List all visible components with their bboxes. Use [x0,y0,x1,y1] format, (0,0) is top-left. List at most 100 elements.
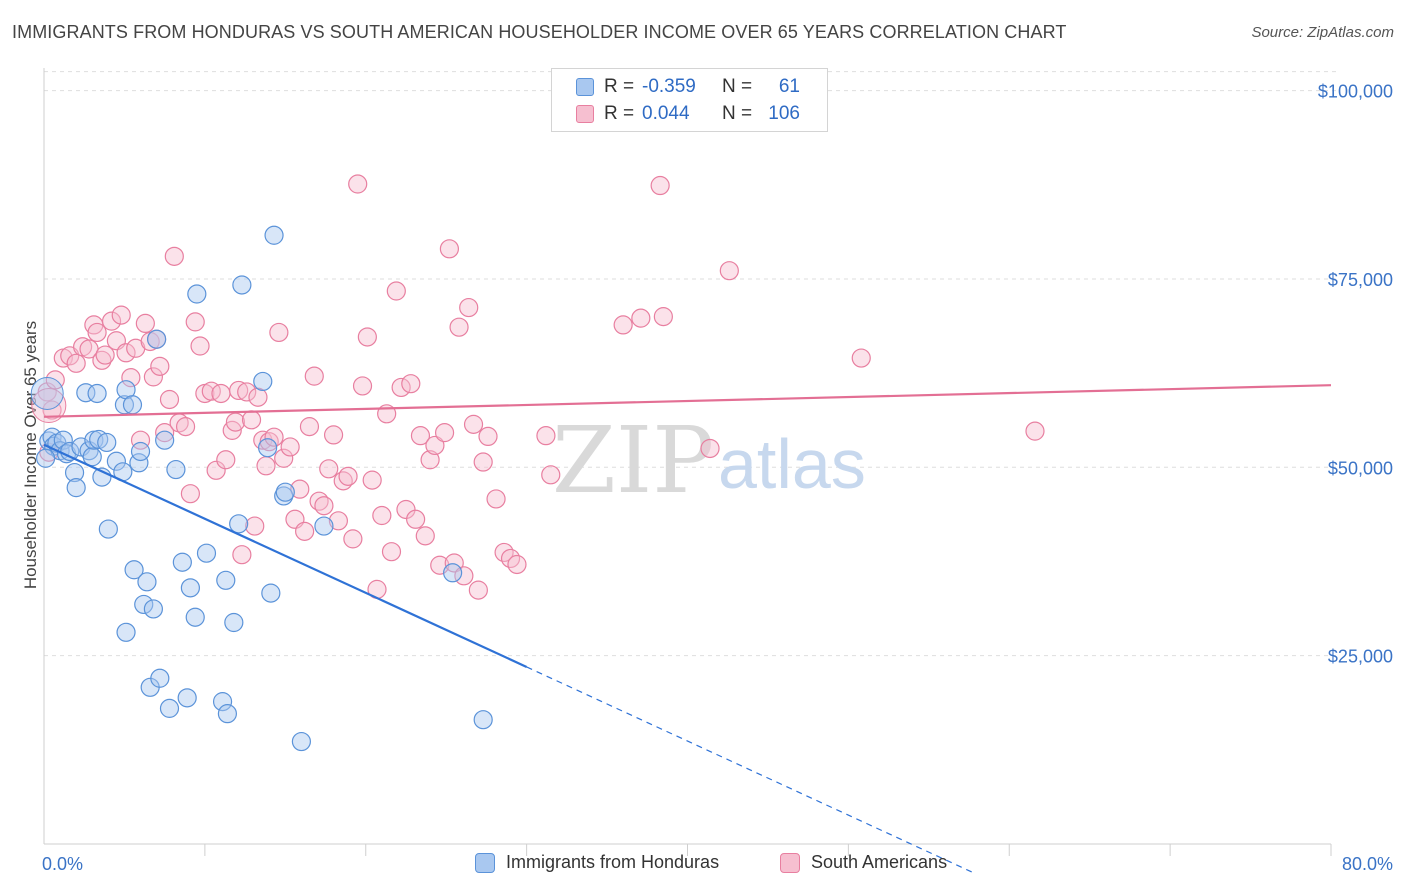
n-value: 106 [768,103,800,124]
south-american-point [269,322,289,343]
south-american-point [406,509,426,529]
south-american-point [700,438,720,459]
x-tick-label-min: 0.0% [42,854,83,874]
legend-swatch-pink [780,852,800,873]
honduras-point [134,594,154,615]
south-american-point [381,542,402,562]
honduras-trend-line [43,443,528,668]
south-american-point [425,435,445,456]
south-american-point [175,417,196,437]
legend-item-honduras[interactable]: Immigrants from Honduras [475,852,719,873]
south-american-point [229,380,249,401]
south-american-point [121,368,141,388]
trend-lines [43,384,1332,874]
south-american-point [391,377,411,398]
honduras-point [180,578,200,598]
correlation-legend: R = -0.359 N = 61 R = 0.044 N = 106 [551,68,828,132]
honduras-point [87,383,107,404]
y-tick-label: $100,000 [1318,82,1393,102]
south-american-point [274,448,294,468]
south-american-point [319,459,339,479]
south-american-point [631,308,651,328]
legend-item-south-americans[interactable]: South Americans [780,852,947,873]
honduras-point [155,430,175,450]
south-american-point [42,400,62,420]
r-label: R = [604,103,635,124]
honduras-point [258,438,278,458]
honduras-point [66,478,86,498]
legend-swatch-blue [576,78,594,96]
south-american-point [468,580,488,600]
n-value: 61 [778,76,800,97]
legend-swatch-blue [475,852,495,873]
south-american-point [66,353,86,373]
south-american-point [352,376,373,396]
honduras-point [196,543,217,563]
x-tick-label-max: 80.0% [1342,854,1393,874]
honduras-point [261,583,281,603]
south-american-point [256,456,276,476]
south-american-point [299,417,320,437]
south-american-point [650,175,670,196]
south-american-point [439,239,460,259]
south-american-point [486,489,506,509]
south-american-point [101,311,122,331]
south-american-point [348,174,368,194]
south-american-point [159,389,180,410]
south-american-point [396,499,416,520]
south-american-point [304,366,324,386]
legend-swatch-pink [576,105,594,123]
n-label: N = [722,103,753,124]
south-american-point [719,261,739,281]
south-american-point [473,452,493,472]
watermark-atlas: atlas [718,425,866,503]
south-american-point [323,425,344,445]
south-american-point [264,427,284,447]
south-american-point [87,322,107,343]
south-american-point [116,343,136,363]
south-american-point [478,426,498,447]
south-american-point [357,327,377,347]
honduras-point [212,692,233,712]
south-american-point [328,511,349,531]
south-american-point [135,313,155,334]
r-value: -0.359 [642,76,696,97]
honduras-point [124,560,144,580]
south-american-cluster-point [31,388,67,424]
south-american-point [338,466,358,486]
honduras-point [137,572,157,592]
y-tick-labels: $25,000 $50,000 $75,000 $100,000 [1318,82,1393,667]
honduras-point [314,516,334,536]
south-american-point [164,246,184,266]
south-american-point [459,297,479,318]
south-american-point [248,387,268,407]
south-american-trend-line [43,384,1332,418]
south-american-point [343,529,363,549]
south-american-point [143,367,163,387]
honduras-point [216,570,236,590]
south-american-point [130,430,151,450]
south-american-point [206,460,226,480]
legend-row-south-americans: R = 0.044 N = 106 [576,102,800,126]
south-american-point [241,410,262,430]
chart-title: IMMIGRANTS FROM HONDURAS VS SOUTH AMERIC… [12,22,1067,42]
south-american-point [444,553,464,573]
honduras-point [166,459,186,480]
south-american-point [216,450,236,470]
honduras-point [232,275,252,295]
honduras-point [291,731,311,752]
honduras-point [159,698,180,718]
south-american-point [245,516,265,536]
south-american-point [386,281,406,301]
honduras-point [143,599,163,619]
south-american-point [434,423,455,443]
south-american-point [290,479,310,499]
r-label: R = [604,76,635,97]
south-american-point [280,437,300,457]
y-tick-label: $25,000 [1328,647,1393,667]
honduras-point [217,704,237,724]
south-american-point [185,312,205,332]
south-american-point [190,336,210,356]
honduras-point [98,519,118,539]
south-american-point [536,426,556,446]
